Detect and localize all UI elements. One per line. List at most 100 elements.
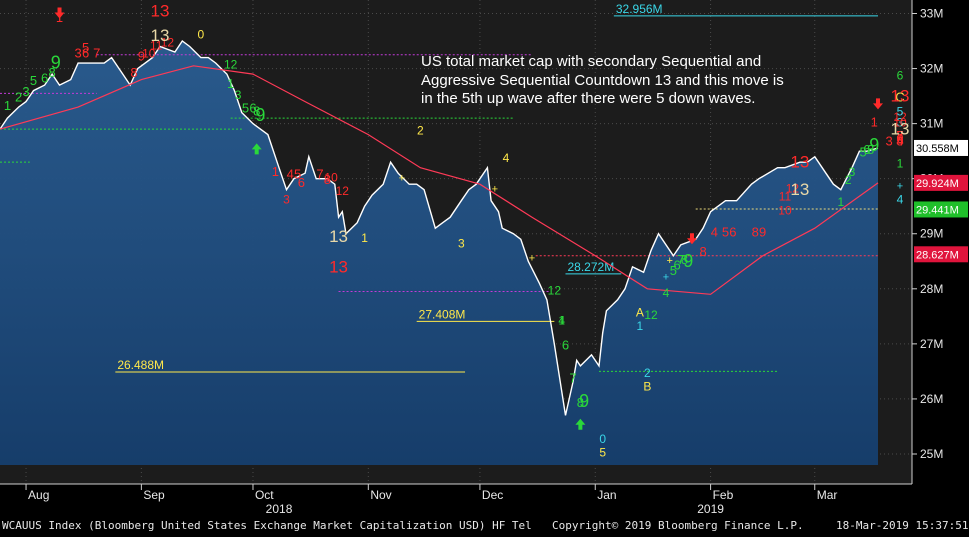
count-label: 2: [417, 124, 424, 138]
price-tag-label: 29.924M: [916, 178, 959, 190]
count-label: 3: [849, 165, 856, 179]
count-label: 6: [729, 225, 736, 240]
count-label: 8: [577, 395, 584, 410]
arrow-down-icon: [54, 7, 65, 19]
count-label: 1: [4, 98, 11, 113]
count-label: 11: [150, 38, 163, 52]
count-label: 12: [644, 308, 658, 322]
y-tick-label: 33M: [920, 7, 943, 21]
count-label: 8: [700, 244, 707, 259]
count-label: 5: [242, 101, 249, 116]
count-label: +: [897, 181, 903, 193]
count-label: 11: [779, 190, 792, 204]
count-label: +: [492, 183, 498, 195]
count-label: 4: [896, 134, 903, 149]
price-tag-label: 28.627M: [916, 249, 959, 261]
x-axis: Aug Sep Oct Nov Dec Jan Feb Mar 2018 2019: [25, 484, 838, 516]
price-tag-label: 29.441M: [916, 204, 959, 216]
count-label: 12: [548, 283, 562, 297]
count-label: 6: [673, 258, 680, 273]
count-label: 6: [41, 70, 48, 85]
count-label: +: [666, 255, 672, 267]
count-label: 4: [558, 314, 565, 328]
count-label: 9: [579, 391, 589, 411]
count-label: 3: [75, 46, 82, 61]
footer-timestamp: 18-Mar-2019 15:37:51: [836, 519, 969, 532]
count-label: 13: [151, 26, 170, 45]
count-label: 5: [294, 167, 301, 182]
count-label: +: [399, 172, 405, 184]
count-label: 6: [249, 101, 256, 116]
count-label: 9: [683, 251, 693, 271]
count-label: 6: [82, 46, 89, 61]
arrow-up-icon: [575, 418, 586, 430]
count-label: 3: [283, 192, 290, 206]
x-tick-label: Mar: [817, 488, 838, 502]
y-tick-label: 25M: [920, 447, 943, 461]
y-tick-label: 29M: [920, 227, 943, 241]
count-label: 1: [227, 76, 234, 91]
count-label: 5: [896, 134, 903, 149]
price-tag-box: [914, 246, 968, 263]
count-label: 8: [681, 252, 688, 267]
price-tag-box: [914, 139, 968, 156]
count-label: 1: [837, 195, 844, 209]
count-label: 9: [51, 53, 61, 73]
signal-arrows: [54, 7, 883, 430]
count-label: 10: [324, 170, 338, 184]
count-label: 3: [458, 237, 465, 251]
count-label: C: [895, 90, 904, 105]
count-label: 6: [896, 131, 903, 146]
right-axis-panel: [912, 0, 969, 484]
count-label: 4: [663, 286, 670, 300]
count-label: 12: [161, 36, 175, 50]
price-area-fill: [0, 41, 878, 465]
price-tag-box: [914, 201, 968, 218]
count-label: 12: [224, 58, 238, 72]
price-tag-box: [914, 174, 968, 191]
level-lines: 32.956M 28.272M 27.408M 26.488M: [0, 2, 878, 373]
arrow-down-icon: [873, 98, 883, 110]
count-label: +: [663, 272, 669, 284]
count-label: 4: [897, 192, 904, 206]
price-tag-label: 30.558M: [916, 143, 959, 155]
series-lines: [0, 40, 879, 416]
count-label: 8: [130, 65, 137, 80]
count-label: 13: [151, 1, 170, 20]
count-label: 9: [255, 105, 265, 125]
count-label: 12: [336, 184, 350, 198]
count-label: 2: [644, 366, 651, 380]
count-label: B: [643, 380, 651, 394]
chart-annotation: US total market cap with secondary Seque…: [421, 53, 784, 107]
arrow-up-icon: [251, 143, 262, 155]
footer-copyright: Copyright© 2019 Bloomberg Finance L.P.: [552, 519, 804, 532]
count-label: 3: [22, 84, 29, 99]
count-label: 1: [637, 319, 644, 333]
count-label: 1: [897, 157, 904, 171]
count-label: 4: [711, 225, 718, 240]
count-label: 0: [198, 27, 205, 41]
count-label: 13: [790, 180, 809, 199]
x-tick-label: Feb: [713, 488, 734, 502]
count-label: 13: [891, 120, 910, 139]
footer-index-label: WCAUUS Index (Bloomberg United States Ex…: [2, 519, 532, 532]
x-tick-label: Sep: [143, 488, 165, 502]
count-label: 5: [897, 104, 904, 118]
count-label: 8: [896, 128, 903, 143]
count-label: 1: [272, 164, 279, 179]
y-tick-label: 28M: [920, 282, 943, 296]
count-label: 1: [871, 114, 878, 129]
sequential-count-labels: 1235689135678910111213130121356891345678…: [4, 1, 910, 459]
count-label: 13: [329, 227, 348, 246]
count-label: 8: [48, 65, 55, 80]
x-year-label: 2019: [697, 502, 724, 516]
count-label: 13: [329, 257, 348, 276]
x-tick-label: Dec: [482, 488, 503, 502]
count-label: 12: [893, 110, 907, 124]
x-tick-label: Aug: [28, 488, 49, 502]
level-line-label: 32.956M: [616, 2, 663, 16]
count-label: 7: [896, 128, 903, 143]
count-label: 6: [897, 69, 904, 83]
count-label: 8: [253, 103, 260, 118]
